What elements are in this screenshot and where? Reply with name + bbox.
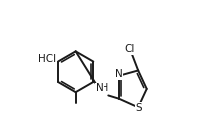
Text: N: N xyxy=(115,69,122,79)
Text: S: S xyxy=(136,103,142,113)
Text: HCl: HCl xyxy=(38,54,56,64)
Text: N: N xyxy=(96,84,103,93)
Text: Cl: Cl xyxy=(124,44,135,54)
Text: H: H xyxy=(101,84,108,93)
